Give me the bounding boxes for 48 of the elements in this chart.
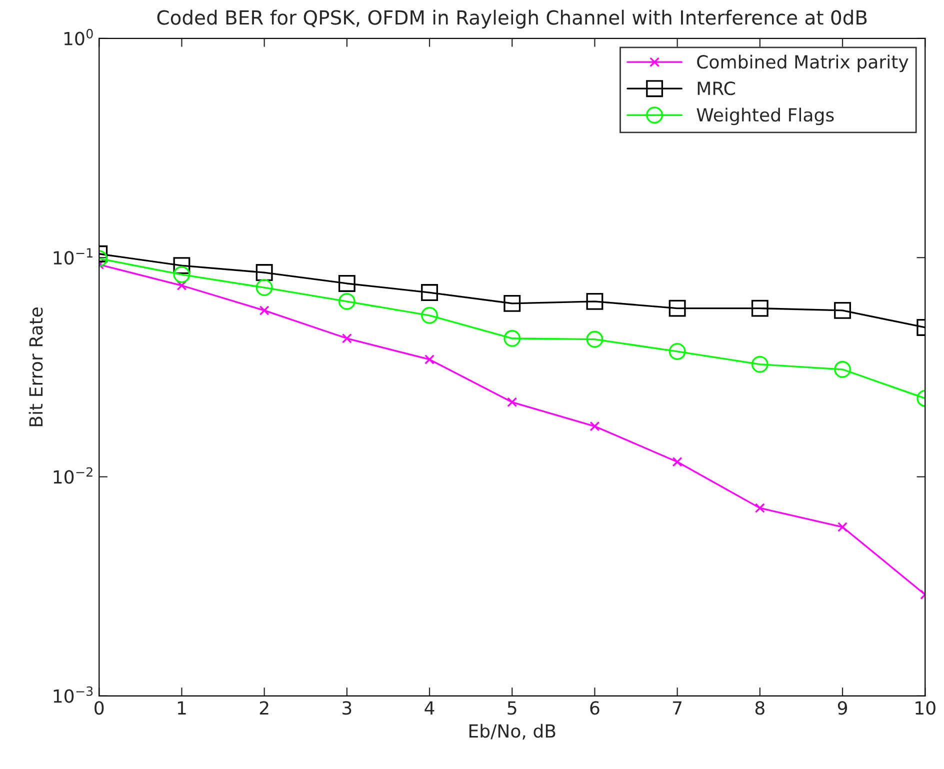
legend-label: Combined Matrix parity	[697, 54, 908, 72]
y-tick-label: 10$^{0}$	[64, 28, 93, 46]
point	[421, 284, 438, 301]
x-tick-label: 5	[508, 701, 516, 715]
point	[751, 300, 768, 317]
x-tick-label: 1	[178, 701, 186, 715]
point	[338, 275, 356, 292]
x-tick-label: 2	[260, 701, 268, 715]
x-tick-label: 6	[590, 701, 600, 715]
point	[507, 397, 518, 408]
point	[338, 292, 356, 310]
x-axis-title: Eb/No, dB	[469, 724, 556, 740]
point	[668, 300, 686, 317]
x-tick-label: 9	[838, 701, 847, 715]
point	[834, 360, 851, 378]
point	[590, 421, 600, 432]
chart-title: Coded BER for QPSK, OFDM in Rayleigh Channel with Interference at 0dB	[157, 10, 867, 29]
point	[173, 257, 190, 274]
x-tick-label: 7	[673, 701, 682, 715]
legend-label: MRC	[698, 82, 735, 96]
x-tick-label: 8	[755, 701, 764, 715]
x-tick-label: 10	[916, 701, 936, 715]
point	[173, 266, 190, 284]
y-tick-label: 10$^{−3}$	[54, 686, 93, 703]
point	[504, 294, 521, 312]
point	[342, 333, 352, 344]
point	[421, 306, 438, 324]
point	[176, 280, 187, 291]
point	[259, 305, 270, 316]
point	[834, 302, 851, 319]
y-tick-label: 10$^{−2}$	[54, 467, 92, 484]
point	[424, 354, 435, 364]
point	[504, 330, 521, 347]
point	[586, 330, 604, 348]
x-tick-label: 0	[94, 701, 104, 715]
x-tick-label: 3	[342, 701, 352, 715]
point	[672, 456, 682, 467]
point	[754, 503, 765, 514]
x-tick-label: 4	[424, 701, 434, 715]
point	[256, 264, 273, 281]
point	[751, 356, 768, 373]
point	[838, 522, 848, 532]
point	[586, 292, 604, 310]
point	[256, 279, 273, 296]
y-tick-label: 10$^{−1}$	[54, 248, 92, 265]
y-axis-title: Bit Error Rate	[28, 307, 43, 426]
point	[668, 343, 686, 360]
legend-label: Weighted Flags	[696, 108, 834, 126]
